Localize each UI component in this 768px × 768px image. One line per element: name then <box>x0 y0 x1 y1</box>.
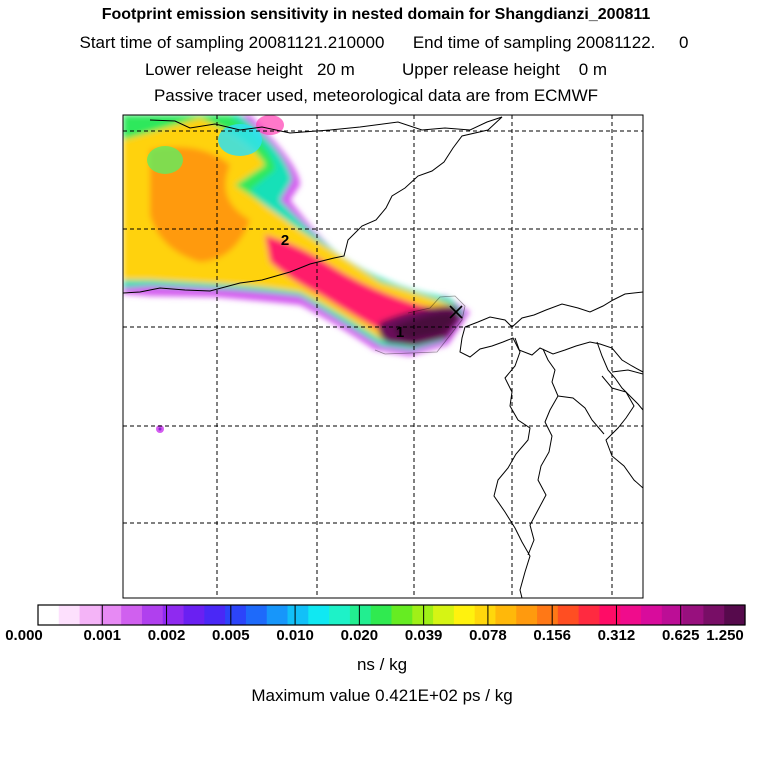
colorbar-cell <box>599 605 621 625</box>
max-value: Maximum value 0.421E+02 ps / kg <box>0 686 766 706</box>
map-grid <box>123 115 643 598</box>
colorbar-cell <box>38 605 60 625</box>
colorbar-frame <box>37 604 746 626</box>
colorbar: 0.000 0.001 0.002 0.005 0.010 0.020 0.039 0.078… <box>5 604 746 644</box>
colorbar-tick-label: 0.020 <box>341 627 379 644</box>
colorbar-units: ns / kg <box>356 655 408 674</box>
colorbar-cell <box>266 605 289 625</box>
colorbar-cell <box>100 605 122 625</box>
colorbar-tick-label: 0.312 <box>598 627 636 644</box>
colorbar-tick-label: 0.039 <box>405 627 443 644</box>
colorbar-cell <box>349 605 372 625</box>
plot-title: Footprint emission sensitivity in nested… <box>101 6 651 23</box>
colorbar-cell <box>287 605 309 625</box>
colorbar-cell <box>204 605 226 625</box>
colorbar-cell <box>121 605 143 625</box>
subtitle: Passive tracer used, meteorological data… <box>153 86 599 105</box>
colorbar-cell <box>412 605 434 625</box>
upper-value: 0 m <box>578 60 608 79</box>
end-suffix: 0 <box>679 33 689 52</box>
colorbar-cell <box>433 605 455 625</box>
station-marker-icon <box>449 305 463 319</box>
colorbar-tick-label: 0.078 <box>469 627 507 644</box>
colorbar-tick-label: 0.001 <box>83 627 121 644</box>
colorbar-cell <box>391 605 413 625</box>
release-heights: Lower release height 20 m Upper release … <box>0 60 760 80</box>
colorbar-cell <box>474 605 497 625</box>
colorbar-cell <box>661 605 684 625</box>
footprint-map: 1 2 <box>122 114 644 599</box>
colorbar-cell <box>641 605 663 625</box>
colorbar-tick-label: 0.000 <box>5 627 43 644</box>
start-value: 20081121.210000 <box>248 33 385 52</box>
colorbar-cell <box>162 605 185 625</box>
colorbar-cell <box>453 605 476 625</box>
max-value-label: Maximum value <box>251 686 371 705</box>
colorbar-cell <box>79 605 101 625</box>
colorbar-cells <box>38 605 746 625</box>
colorbar-cell <box>578 605 601 625</box>
marker-label-2: 2 <box>281 232 289 249</box>
colorbar-cell <box>495 605 517 625</box>
colorbar-cell <box>183 605 205 625</box>
colorbar-cell <box>557 605 580 625</box>
upper-label: Upper release height <box>401 60 560 79</box>
colorbar-tick-label: 0.005 <box>212 627 250 644</box>
colorbar-tick-label: 0.156 <box>533 627 571 644</box>
colorbar-cell <box>58 605 81 625</box>
start-label: Start time of sampling <box>79 33 244 52</box>
colorbar-cell <box>370 605 393 625</box>
lower-value: 20 m <box>316 60 355 79</box>
colorbar-cell <box>516 605 538 625</box>
colorbar-cell <box>225 605 247 625</box>
end-label: End time of sampling <box>412 33 572 52</box>
colorbar-cell <box>329 605 351 625</box>
map-frame <box>122 114 644 599</box>
colorbar-cell <box>537 605 559 625</box>
colorbar-cell <box>682 605 705 625</box>
colorbar-tick-label: 0.010 <box>276 627 314 644</box>
colorbar-tick-label: 1.250 <box>706 627 744 644</box>
sampling-times: Start time of sampling 20081121.210000 E… <box>0 33 768 53</box>
lower-label: Lower release height <box>144 60 303 79</box>
colorbar-tick-label: 0.002 <box>148 627 186 644</box>
colorbar-cell <box>724 605 746 625</box>
colorbar-ticks: 0.000 0.001 0.002 0.005 0.010 0.020 0.039 0.078… <box>5 605 744 644</box>
colorbar-cell <box>245 605 268 625</box>
colorbar-cell <box>141 605 164 625</box>
end-value: 20081122. <box>576 33 656 52</box>
max-value-number: 0.421E+02 ps / kg <box>375 686 513 705</box>
colorbar-cell <box>703 605 725 625</box>
coastline <box>123 116 643 598</box>
marker-label-1: 1 <box>396 324 404 341</box>
colorbar-tick-label: 0.625 <box>662 627 700 644</box>
colorbar-cell <box>620 605 642 625</box>
colorbar-cell <box>308 605 330 625</box>
